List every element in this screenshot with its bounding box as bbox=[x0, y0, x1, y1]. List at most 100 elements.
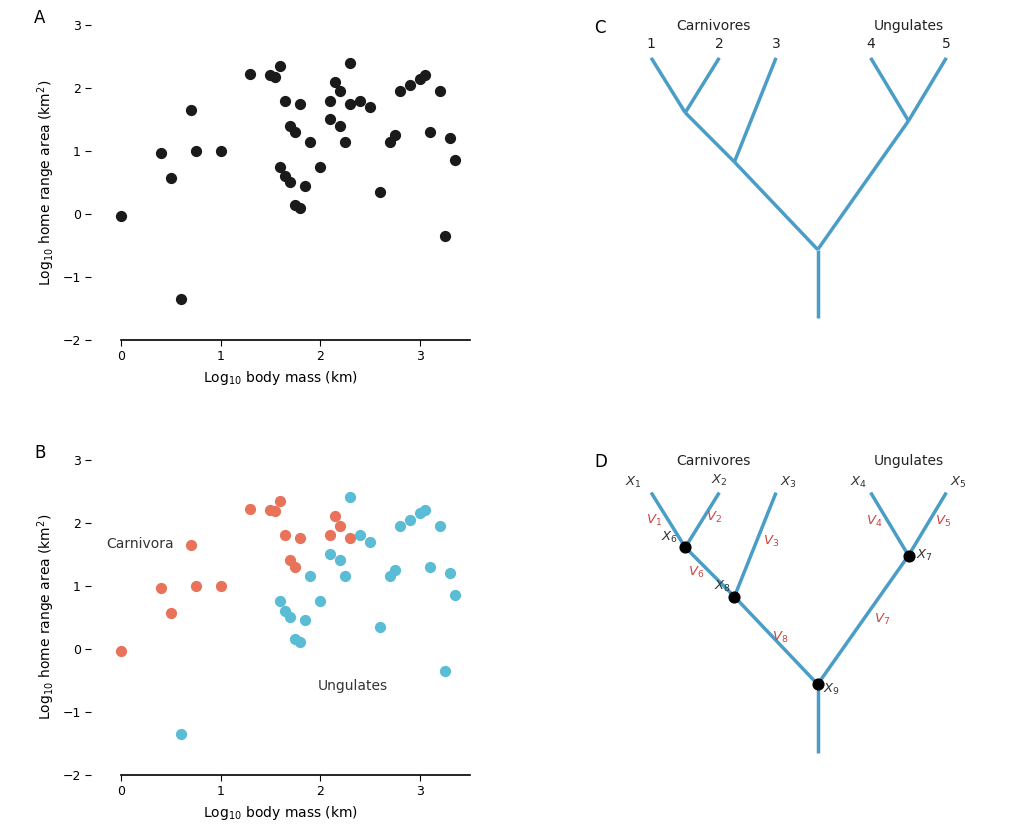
Point bbox=[411, 72, 428, 85]
Point bbox=[422, 126, 438, 139]
Point bbox=[436, 664, 452, 677]
Point bbox=[321, 547, 338, 561]
Point bbox=[63, 183, 79, 197]
Point bbox=[277, 604, 293, 617]
Point bbox=[282, 176, 298, 189]
Point bbox=[182, 103, 198, 117]
Text: $X_2$: $X_2$ bbox=[711, 473, 727, 488]
Point bbox=[267, 70, 283, 83]
Point bbox=[332, 119, 348, 132]
Text: Ungulates: Ungulates bbox=[317, 679, 388, 693]
Point bbox=[43, 643, 60, 656]
Point bbox=[809, 677, 825, 691]
Point bbox=[311, 160, 328, 173]
Point bbox=[282, 119, 298, 132]
Point bbox=[417, 503, 433, 516]
Point bbox=[113, 209, 129, 222]
Point bbox=[332, 554, 348, 567]
Point bbox=[272, 160, 288, 173]
Point bbox=[187, 579, 203, 592]
Point bbox=[43, 208, 60, 222]
Point bbox=[301, 135, 317, 148]
Point bbox=[153, 147, 169, 160]
Point bbox=[277, 170, 293, 183]
Point bbox=[332, 519, 348, 532]
X-axis label: Log$_{10}$ body mass (km): Log$_{10}$ body mass (km) bbox=[202, 804, 358, 821]
Point bbox=[327, 75, 343, 88]
Point bbox=[153, 581, 169, 594]
Text: Carnivora: Carnivora bbox=[106, 537, 174, 551]
Point bbox=[332, 84, 348, 97]
Text: $X_7$: $X_7$ bbox=[915, 548, 932, 563]
Point bbox=[381, 135, 397, 148]
Point bbox=[342, 531, 358, 545]
Text: Ungulates: Ungulates bbox=[872, 454, 942, 468]
Point bbox=[411, 506, 428, 520]
Point bbox=[262, 69, 278, 82]
Text: $X_4$: $X_4$ bbox=[849, 475, 866, 490]
Text: B: B bbox=[34, 444, 45, 462]
Text: $V_2$: $V_2$ bbox=[706, 510, 721, 525]
Text: $V_7$: $V_7$ bbox=[874, 612, 890, 627]
Text: $X_5$: $X_5$ bbox=[949, 475, 966, 490]
Point bbox=[277, 94, 293, 107]
Point bbox=[431, 519, 447, 532]
Point bbox=[327, 510, 343, 523]
Point bbox=[297, 614, 313, 627]
Point bbox=[182, 538, 198, 551]
Point bbox=[272, 494, 288, 507]
Text: Carnivores: Carnivores bbox=[675, 454, 750, 468]
Point bbox=[297, 179, 313, 192]
Point bbox=[212, 579, 228, 592]
Y-axis label: Log$_{10}$ home range area (km$^2$): Log$_{10}$ home range area (km$^2$) bbox=[35, 79, 57, 286]
Point bbox=[187, 144, 203, 157]
Point bbox=[282, 554, 298, 567]
Point bbox=[277, 529, 293, 542]
Point bbox=[282, 611, 298, 624]
Point bbox=[292, 201, 308, 214]
Point bbox=[342, 491, 358, 504]
Point bbox=[287, 126, 303, 139]
Point bbox=[337, 135, 353, 148]
Text: $X_9$: $X_9$ bbox=[823, 681, 839, 696]
Point bbox=[173, 292, 189, 306]
Text: $V_6$: $V_6$ bbox=[687, 565, 704, 580]
Text: $X_8$: $X_8$ bbox=[713, 579, 730, 594]
Point bbox=[417, 69, 433, 82]
Point bbox=[272, 59, 288, 72]
Point bbox=[242, 67, 258, 81]
Point bbox=[391, 519, 407, 532]
Point bbox=[321, 112, 338, 126]
Point bbox=[311, 595, 328, 608]
Y-axis label: Log$_{10}$ home range area (km$^2$): Log$_{10}$ home range area (km$^2$) bbox=[35, 514, 57, 721]
Point bbox=[900, 549, 916, 562]
Point bbox=[401, 513, 418, 526]
Point bbox=[212, 144, 228, 157]
Point bbox=[287, 560, 303, 573]
Text: 2: 2 bbox=[714, 37, 723, 51]
Point bbox=[272, 595, 288, 608]
Text: 5: 5 bbox=[941, 37, 949, 51]
Point bbox=[321, 94, 338, 107]
Point bbox=[446, 588, 462, 601]
Point bbox=[163, 172, 179, 185]
Text: Ungulates: Ungulates bbox=[872, 19, 942, 33]
Text: 4: 4 bbox=[865, 37, 875, 51]
Point bbox=[287, 198, 303, 212]
Text: A: A bbox=[34, 9, 45, 27]
Point bbox=[446, 154, 462, 167]
Point bbox=[352, 529, 368, 542]
Text: $X_3$: $X_3$ bbox=[779, 475, 796, 490]
X-axis label: Log$_{10}$ body mass (km): Log$_{10}$ body mass (km) bbox=[202, 369, 358, 387]
Point bbox=[292, 531, 308, 545]
Text: $V_8$: $V_8$ bbox=[771, 631, 788, 646]
Point bbox=[173, 727, 189, 741]
Point bbox=[381, 570, 397, 583]
Point bbox=[371, 185, 387, 198]
Point bbox=[63, 618, 79, 631]
Point bbox=[43, 607, 60, 621]
Point bbox=[163, 606, 179, 620]
Point bbox=[43, 642, 60, 656]
Text: $V_3$: $V_3$ bbox=[762, 534, 778, 550]
Text: $X_1$: $X_1$ bbox=[625, 475, 641, 490]
